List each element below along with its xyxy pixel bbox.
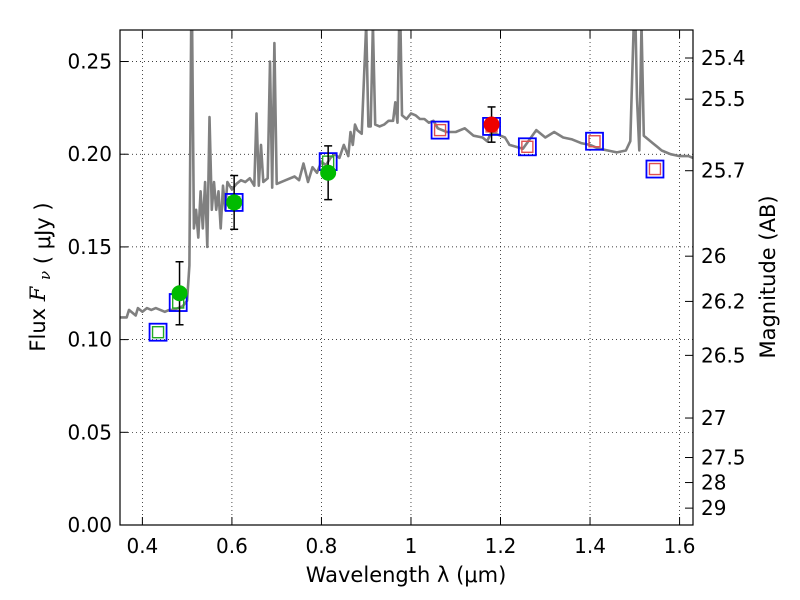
x-tick-label: 0.4 — [126, 534, 158, 558]
mag-tick-label: 26 — [701, 244, 726, 268]
x-tick-label: 1 — [405, 534, 418, 558]
mag-tick-label: 25.5 — [701, 87, 746, 111]
model-band-square-red — [588, 135, 601, 148]
model-band-square-green — [151, 325, 165, 339]
y-tick-label: 0.10 — [67, 328, 112, 352]
mag-tick-label: 27.5 — [701, 446, 746, 470]
model-band-square-blue — [645, 159, 665, 179]
model-band-square-red — [433, 123, 447, 137]
x-tick-label: 0.6 — [216, 534, 248, 558]
y-axis-title-paren-open: ( — [31, 256, 55, 264]
model-band-square-blue — [430, 120, 450, 140]
model-band-square-blue — [517, 137, 537, 157]
mag-tick-label: 28 — [701, 471, 726, 495]
x-tick-label: 1.6 — [664, 534, 696, 558]
y2-axis-title: Magnitude (AB) — [756, 195, 780, 358]
mag-tick-label: 27 — [701, 406, 726, 430]
mag-tick-label: 29 — [701, 496, 726, 520]
x-tick-label: 1.2 — [485, 534, 517, 558]
y-axis-title-unit: μJy — [31, 217, 55, 249]
observed-green-point — [320, 164, 337, 181]
model-spectrum-line — [120, 30, 693, 319]
x-axis-title: Wavelength λ (μm) — [306, 563, 507, 587]
model-band-square-red — [648, 162, 662, 176]
y-axis-title-paren-close: ) — [31, 202, 55, 210]
plot-area — [120, 30, 693, 525]
model-band-square-blue — [148, 322, 168, 342]
axis-ticks: 0.4 0.6 0.8 1 1.2 1.4 1.6 0.00 0.05 0.10 0.15 0.20 0… — [67, 30, 746, 558]
mag-tick-label: 25.4 — [701, 46, 746, 70]
y-axis-title-subscript: ν — [36, 271, 54, 280]
x-tick-label: 1.4 — [574, 534, 606, 558]
plot-frame — [119, 29, 694, 526]
y-tick-label: 0.00 — [67, 513, 112, 537]
model-band-square-blue — [585, 131, 604, 151]
mag-tick-label: 25.7 — [701, 159, 746, 183]
x-tick-label: 0.8 — [306, 534, 338, 558]
data-marks — [120, 30, 693, 342]
grid-lines — [120, 30, 693, 526]
observed-red-point — [483, 116, 500, 133]
y-tick-label: 0.15 — [67, 235, 112, 259]
y-tick-label: 0.20 — [67, 142, 112, 166]
y-tick-label: 0.05 — [67, 420, 112, 444]
observed-green-point — [171, 285, 188, 302]
y-axis-title-text: Flux — [26, 308, 50, 352]
observed-green-point — [226, 194, 243, 211]
model-band-square-red — [521, 140, 534, 153]
mag-tick-label: 26.2 — [701, 289, 746, 313]
y-axis-title-symbol: F — [26, 285, 50, 302]
y-tick-label: 0.25 — [67, 50, 112, 74]
mag-tick-label: 26.5 — [701, 343, 746, 367]
y-axis-title: Flux F ν ( μJy ) — [26, 202, 55, 351]
